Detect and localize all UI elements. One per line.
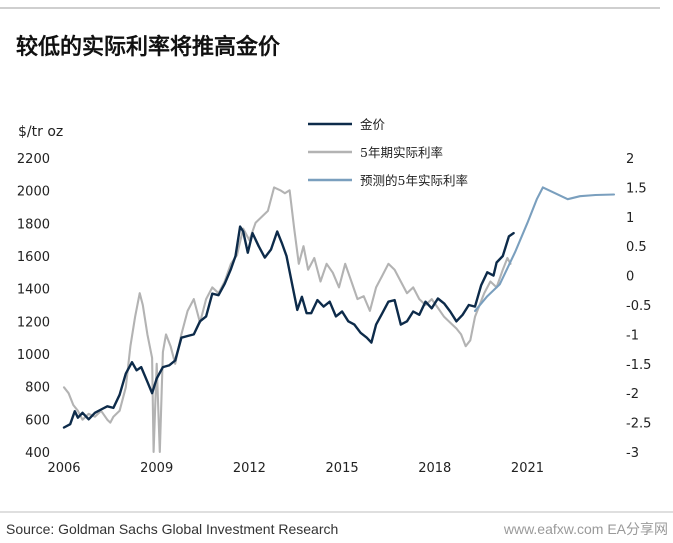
right-tick-label: 1 <box>626 211 634 226</box>
x-tick-label: 2018 <box>418 461 451 476</box>
left-tick-label: 1400 <box>17 283 50 298</box>
right-tick-label: 0 <box>626 270 634 285</box>
chart-title: 较低的实际利率将推高金价 <box>16 34 281 60</box>
right-tick-label: -1.5 <box>626 358 651 373</box>
right-tick-label: -0.5 <box>626 299 651 314</box>
x-tick-label: 2021 <box>511 461 544 476</box>
x-tick-label: 2012 <box>233 461 266 476</box>
series-line-0 <box>62 225 515 429</box>
x-tick-label: 2006 <box>47 461 80 476</box>
left-tick-label: 400 <box>25 446 50 461</box>
series-line-2 <box>473 186 616 312</box>
left-tick-label: 2000 <box>17 185 50 200</box>
right-tick-label: -1 <box>626 328 639 343</box>
left-tick-label: 800 <box>25 381 50 396</box>
x-axis-ticks: 2006 2009 2012 2015 2018 2021 <box>47 461 544 476</box>
left-axis-ticks: 400 600 800 1000 1200 1400 1600 1800 2000 2200 <box>17 152 50 461</box>
series-line-1 <box>62 186 512 454</box>
left-tick-label: 1000 <box>17 348 50 363</box>
right-tick-label: -2 <box>626 387 639 402</box>
left-tick-label: 600 <box>25 413 50 428</box>
left-tick-label: 2200 <box>17 152 50 167</box>
legend-label: 预测的5年实际利率 <box>360 173 468 188</box>
left-axis-label: $/tr oz <box>18 124 63 140</box>
right-tick-label: -3 <box>626 446 639 461</box>
left-tick-label: 1800 <box>17 217 50 232</box>
left-tick-label: 1600 <box>17 250 50 265</box>
right-tick-label: 0.5 <box>626 240 647 255</box>
x-tick-label: 2015 <box>326 461 359 476</box>
right-axis-ticks: 2 1.5 1 0.5 0 -0.5 -1 -1.5 -2 -2.5 -3 <box>626 152 651 461</box>
watermark-text: www.eafxw.com EA分享网 <box>503 521 668 537</box>
right-tick-label: -2.5 <box>626 417 651 432</box>
series-layer <box>62 186 616 454</box>
legend-label: 金价 <box>360 117 386 132</box>
right-tick-label: 1.5 <box>626 181 647 196</box>
left-tick-label: 1200 <box>17 315 50 330</box>
right-tick-label: 2 <box>626 152 634 167</box>
x-tick-label: 2009 <box>140 461 173 476</box>
legend-label: 5年期实际利率 <box>360 145 443 160</box>
source-note: Source: Goldman Sachs Global Investment … <box>6 521 338 537</box>
